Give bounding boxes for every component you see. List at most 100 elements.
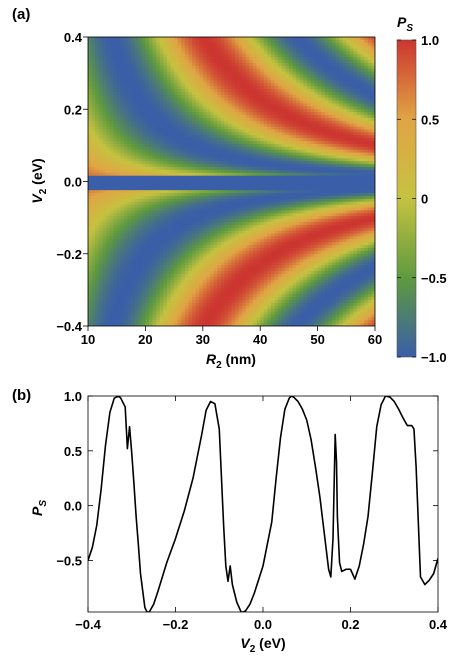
heatmap-cell (256, 178, 261, 182)
heatmap-cell (317, 97, 322, 101)
heatmap-cell (109, 48, 114, 52)
heatmap-cell (310, 91, 315, 96)
heatmap-cell (220, 63, 225, 67)
heatmap-cell (105, 198, 110, 203)
heatmap-cell (260, 161, 265, 165)
heatmap-cell (188, 149, 193, 153)
heatmap-cell (156, 167, 161, 171)
heatmap-cell (263, 204, 268, 208)
heatmap-cell (260, 193, 265, 197)
heatmap-cell (220, 45, 225, 49)
heatmap-cell (224, 187, 229, 191)
heatmap-cell (148, 204, 153, 208)
heatmap-cell (321, 178, 326, 182)
heatmap-cell (177, 39, 182, 44)
heatmap-cell (249, 65, 254, 70)
heatmap-cell (224, 178, 229, 182)
heatmap-cell (303, 149, 308, 153)
heatmap-cell (116, 175, 121, 180)
heatmap-cell (231, 135, 236, 139)
heatmap-cell (109, 193, 114, 197)
heatmap-cell (238, 207, 243, 211)
heatmap-cell (256, 207, 261, 211)
heatmap-cell (166, 39, 171, 44)
heatmap-cell (231, 210, 236, 214)
heatmap-cell (220, 42, 225, 47)
heatmap-cell (145, 178, 150, 182)
heatmap-cell (364, 60, 369, 64)
heatmap-cell (224, 37, 229, 41)
heatmap-cell (102, 184, 107, 188)
heatmap-cell (324, 135, 329, 139)
heatmap-cell (181, 172, 186, 177)
heatmap-cell (306, 63, 311, 67)
heatmap-cell (270, 161, 275, 165)
heatmap-cell (184, 132, 189, 136)
heatmap-cell (209, 213, 214, 217)
heatmap-cell (188, 195, 193, 200)
heatmap-cell (331, 45, 336, 49)
heatmap-cell (109, 103, 114, 107)
heatmap-cell (224, 210, 229, 214)
heatmap-cell (141, 37, 146, 41)
heatmap-cell (88, 83, 92, 87)
heatmap-cell (109, 181, 114, 185)
heatmap-cell (213, 195, 218, 200)
heatmap-cell (253, 83, 258, 87)
heatmap-cell (371, 129, 375, 133)
heatmap-cell (317, 181, 322, 185)
heatmap-cell (342, 146, 347, 151)
heatmap-cell (346, 210, 351, 214)
heatmap-cell (245, 74, 250, 78)
heatmap-cell (123, 146, 128, 151)
heatmap-cell (181, 103, 186, 107)
heatmap-cell (245, 57, 250, 61)
heatmap-cell (148, 48, 153, 52)
heatmap-cell (134, 39, 139, 44)
heatmap-cell (342, 207, 347, 211)
heatmap-cell (339, 37, 344, 41)
heatmap-cell (296, 167, 301, 171)
heatmap-cell (209, 109, 214, 113)
heatmap-cell (235, 201, 240, 206)
heatmap-cell (163, 115, 168, 119)
heatmap-cell (192, 175, 197, 180)
heatmap-cell (364, 213, 369, 217)
heatmap-cell (317, 141, 322, 145)
heatmap-cell (188, 54, 193, 58)
heatmap-cell (156, 109, 161, 113)
heatmap-cell (263, 120, 268, 125)
heatmap-cell (109, 57, 114, 61)
heatmap-cell (324, 39, 329, 44)
heatmap-cell (206, 80, 211, 84)
heatmap-cell (263, 42, 268, 47)
heatmap-cell (253, 164, 258, 168)
heatmap-cell (195, 77, 200, 81)
heatmap-cell (102, 195, 107, 200)
heatmap-cell (364, 112, 369, 116)
heatmap-cell (224, 149, 229, 153)
heatmap-cell (102, 123, 107, 127)
heatmap-cell (195, 63, 200, 67)
heatmap-cell (159, 80, 164, 84)
heatmap-cell (296, 158, 301, 162)
heatmap-cell (141, 187, 146, 191)
heatmap-cell (192, 94, 197, 99)
heatmap-cell (113, 57, 118, 61)
heatmap-cell (364, 97, 369, 101)
heatmap-cell (335, 115, 340, 119)
heatmap-cell (220, 141, 225, 145)
heatmap-cell (202, 123, 207, 127)
heatmap-cell (127, 54, 132, 58)
heatmap-cell (288, 201, 293, 206)
heatmap-cell (353, 169, 358, 174)
heatmap-cell (346, 190, 351, 194)
heatmap-cell (202, 109, 207, 113)
heatmap-cell (324, 204, 329, 208)
heatmap-cell (281, 175, 286, 180)
heatmap-cell (303, 97, 308, 101)
heatmap-cell (148, 39, 153, 44)
heatmap-cell (131, 100, 136, 104)
heatmap-cell (292, 132, 297, 136)
heatmap-cell (274, 178, 279, 182)
